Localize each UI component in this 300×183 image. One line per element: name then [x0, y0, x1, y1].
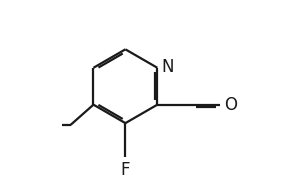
- Text: N: N: [162, 58, 174, 76]
- Text: F: F: [121, 161, 130, 179]
- Text: O: O: [224, 96, 237, 114]
